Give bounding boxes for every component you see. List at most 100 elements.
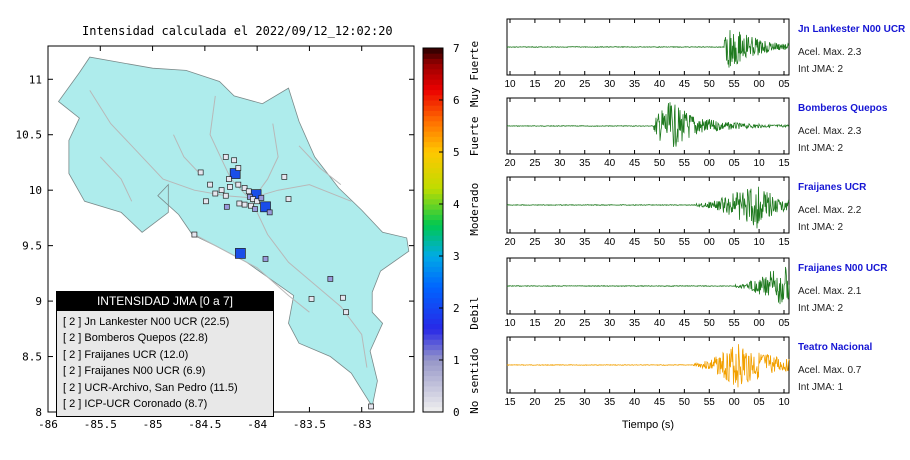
colorbar-band — [423, 308, 443, 314]
station-accel-max: Acel. Max. 0.7 — [798, 365, 862, 376]
colorbar-band — [423, 79, 443, 85]
colorbar-band — [423, 63, 443, 70]
time-tick-label: 45 — [629, 237, 641, 248]
lon-tick-label: -86 — [38, 418, 58, 431]
seismogram-trace — [506, 344, 790, 388]
colorbar-band — [423, 271, 443, 278]
station-marker — [368, 403, 374, 410]
colorbar-band — [423, 391, 443, 397]
colorbar-band — [423, 152, 443, 158]
colorbar-category-label: Muy Fuerte — [468, 41, 481, 107]
time-tick-label: 55 — [704, 397, 716, 408]
station-int-jma: Int JMA: 2 — [798, 222, 844, 233]
colorbar-band — [423, 120, 443, 127]
station-marker — [260, 201, 271, 213]
colorbar-tick-label: 1 — [453, 354, 460, 367]
colorbar-band — [423, 224, 443, 231]
time-tick-label: 50 — [654, 237, 666, 248]
time-tick-label: 30 — [604, 318, 616, 329]
time-tick-label: 00 — [729, 397, 741, 408]
colorbar-band — [423, 276, 443, 283]
lat-tick-label: 9.5 — [22, 240, 42, 253]
colorbar-band — [423, 261, 443, 267]
time-tick-label: 45 — [679, 79, 691, 90]
station-accel-max: Acel. Max. 2.2 — [798, 205, 862, 216]
station-name: Jn Lankester N00 UCR — [798, 24, 906, 35]
legend-item: [ 2 ] ICP-UCR Coronado (8.7) — [63, 397, 208, 410]
colorbar-category-label: Debil — [468, 297, 481, 330]
station-marker — [203, 198, 209, 205]
time-tick-label: 05 — [778, 318, 790, 329]
station-int-jma: Int JMA: 2 — [798, 64, 844, 75]
colorbar-band — [423, 386, 443, 392]
colorbar-band — [423, 172, 443, 179]
colorbar-band — [423, 167, 443, 174]
seismogram-xlabel: Tiempo (s) — [622, 419, 674, 431]
time-tick-label: 15 — [529, 318, 541, 329]
station-marker — [343, 309, 349, 316]
time-tick-label: 30 — [579, 397, 591, 408]
road-line — [89, 90, 352, 202]
colorbar-band — [423, 131, 443, 137]
colorbar-band — [423, 219, 443, 226]
colorbar-band — [423, 396, 443, 403]
station-marker — [235, 165, 242, 171]
station-marker — [191, 231, 198, 238]
time-tick-label: 50 — [654, 158, 666, 169]
station-int-jma: Int JMA: 2 — [798, 303, 844, 314]
lon-tick-label: -83.5 — [293, 418, 326, 431]
station-marker — [252, 206, 258, 212]
colorbar-band — [423, 178, 443, 184]
time-tick-label: 05 — [729, 237, 741, 248]
legend-item: [ 2 ] Bomberos Quepos (22.8) — [63, 332, 208, 345]
time-tick-label: 10 — [504, 79, 516, 90]
station-info: Acel. Max. 2.2 Int JMA: 2 — [798, 202, 861, 236]
time-tick-label: 15 — [529, 79, 541, 90]
map-title: Intensidad calculada el 2022/09/12_12:02… — [82, 24, 393, 38]
colorbar-band — [423, 235, 443, 241]
legend-item: [ 2 ] Fraijanes UCR (12.0) — [63, 348, 189, 361]
colorbar-band — [423, 58, 443, 65]
station-marker — [236, 200, 243, 207]
time-tick-label: 55 — [679, 158, 691, 169]
colorbar-band — [423, 339, 443, 345]
station-name: Teatro Nacional — [798, 342, 873, 353]
colorbar-band — [423, 198, 443, 205]
legend-item: [ 2 ] UCR-Archivo, San Pedro (11.5) — [63, 381, 238, 394]
time-tick-label: 45 — [654, 397, 666, 408]
time-tick-label: 20 — [504, 237, 516, 248]
road-line — [173, 134, 200, 174]
colorbar-band — [423, 292, 443, 299]
lon-tick-label: -84 — [247, 418, 267, 431]
lat-tick-label: 10.5 — [16, 129, 43, 142]
station-marker — [226, 176, 232, 182]
colorbar-band — [423, 115, 443, 122]
station-marker — [231, 157, 237, 164]
lon-tick-label: -85.5 — [84, 418, 117, 431]
colorbar-band — [423, 370, 443, 377]
station-marker — [258, 195, 265, 201]
colorbar-tick-label: 2 — [453, 302, 460, 315]
seismogram-trace — [506, 266, 790, 305]
colorbar-band — [423, 126, 443, 132]
time-tick-label: 05 — [778, 79, 790, 90]
road-line — [194, 234, 310, 313]
colorbar-band — [423, 313, 443, 319]
time-tick-label: 00 — [704, 158, 716, 169]
time-tick-label: 55 — [679, 237, 691, 248]
time-tick-label: 35 — [629, 318, 641, 329]
time-tick-label: 35 — [579, 158, 591, 169]
time-tick-label: 35 — [629, 79, 641, 90]
colorbar-band — [423, 230, 443, 236]
seismogram-trace — [506, 186, 790, 229]
colorbar-band — [423, 354, 443, 361]
colorbar-band — [423, 318, 443, 325]
station-marker — [223, 203, 230, 210]
time-tick-label: 35 — [604, 397, 616, 408]
colorbar-tick-label: 3 — [453, 250, 460, 263]
station-marker — [235, 248, 246, 259]
road-line — [256, 123, 279, 194]
time-tick-label: 20 — [554, 318, 566, 329]
station-marker — [285, 196, 292, 202]
